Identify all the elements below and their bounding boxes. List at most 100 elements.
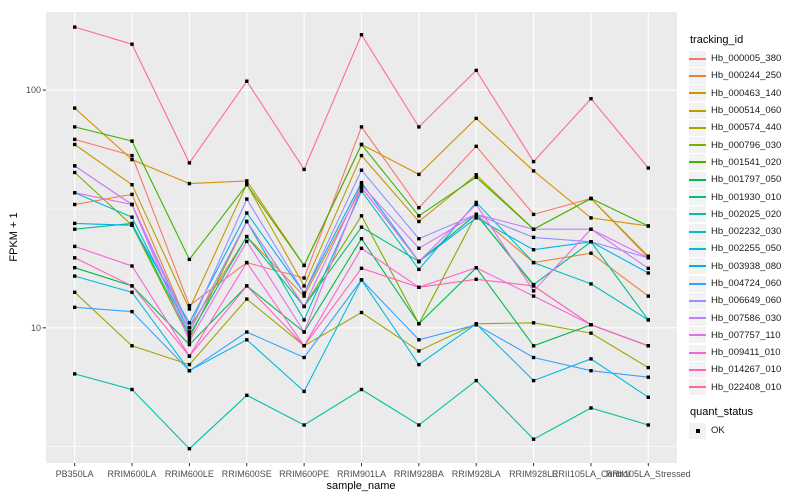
legend-item-label: Hb_007586_030 [711,312,782,324]
legend-item: Hb_002255_050 [689,240,799,257]
data-point [73,274,77,278]
data-point [130,157,134,162]
legend-item-label: Hb_003938_080 [711,260,782,272]
data-point [359,125,364,129]
data-point [302,344,306,348]
legend-key-swatch [689,310,706,327]
legend: tracking_id Hb_000005_380 Hb_000244_250 Hb… [689,33,799,439]
data-point [245,393,249,397]
legend-key-swatch [689,292,706,309]
data-point [589,331,593,335]
legend-color-line-icon [689,213,706,216]
data-point [73,142,77,147]
legend-color-line-icon [689,92,706,95]
data-point [474,200,478,205]
legend-item: Hb_000005_380 [689,50,799,67]
data-point [73,125,77,129]
legend-item-quant: OK [689,422,799,439]
x-tick-label: RRIM600SE [222,469,272,479]
data-point [589,240,593,244]
legend-color-line-icon [689,126,706,129]
data-point [73,244,77,249]
data-point [73,170,77,175]
legend-item: Hb_002232_030 [689,223,799,240]
data-point [359,387,364,392]
legend-item-label: Hb_000005_380 [711,53,782,65]
data-point [187,447,192,451]
x-tick-label: RRIM600PE [279,469,329,479]
legend-key-swatch [689,258,706,275]
data-point [417,349,421,353]
legend-color-line-icon [689,161,706,164]
data-point [531,169,536,173]
data-point [302,167,306,172]
x-tick-label: RRIM928LA [452,469,501,479]
legend-color-line-icon [689,334,706,337]
legend-key-swatch [689,50,706,67]
data-point [73,25,77,29]
data-point [73,137,77,142]
data-point [531,248,536,252]
x-tick-label: RRIM928LE [509,469,558,479]
x-tick-label: RRII105LA_Control [552,469,630,479]
data-point [245,338,249,342]
data-point [359,183,364,187]
data-point [531,355,536,360]
legend-item-label: Hb_000574_440 [711,122,782,134]
legend-key-swatch [689,361,706,378]
data-point [187,257,192,262]
legend-item-label: Hb_000244_250 [711,70,782,82]
legend-key-swatch [689,275,706,292]
data-point [73,164,77,168]
data-point [73,290,77,294]
data-point [359,246,364,250]
legend-item-label: Hb_002255_050 [711,243,782,255]
data-point [359,278,364,282]
data-point [417,338,421,342]
data-point [187,303,192,308]
data-point [302,276,306,280]
data-point [130,42,134,46]
data-point [302,284,306,288]
data-point [646,294,650,298]
data-point [302,263,306,268]
legend-key-swatch [689,102,706,119]
data-point [359,168,364,172]
data-point [130,215,134,219]
data-point [417,267,421,272]
data-point [531,437,536,441]
data-point [474,212,478,217]
legend-key-swatch [689,327,706,344]
data-point [302,423,306,427]
data-point [187,369,192,373]
y-axis-title: FPKM + 1 [8,212,20,262]
data-point [474,277,478,281]
data-point [359,189,364,193]
legend-color-line-icon [689,196,706,199]
data-point [187,362,192,367]
legend-item: Hb_002025_020 [689,206,799,223]
legend-item: Hb_000514_060 [689,102,799,119]
data-point [302,389,306,394]
data-point [359,153,364,158]
legend-title-quant-status: quant_status [690,405,753,418]
legend-item: Hb_000463_140 [689,85,799,102]
legend-item: Hb_014267_010 [689,361,799,378]
data-point [73,266,77,270]
legend-key-swatch [689,344,706,361]
legend-items-tracking-id: Hb_000005_380 Hb_000244_250 Hb_000463_140 H… [689,50,799,396]
data-point [531,321,536,325]
legend-item-label: Hb_002025_020 [711,208,782,220]
data-point [130,309,134,314]
data-point [302,318,306,322]
data-point [646,166,650,170]
data-point [130,223,134,227]
data-point [130,344,134,348]
legend-color-line-icon [689,57,706,60]
legend-item-label: Hb_004724_060 [711,278,782,289]
legend-key-swatch [689,137,706,154]
legend-color-line-icon [689,282,706,285]
data-point [589,251,593,255]
data-point [302,304,306,309]
